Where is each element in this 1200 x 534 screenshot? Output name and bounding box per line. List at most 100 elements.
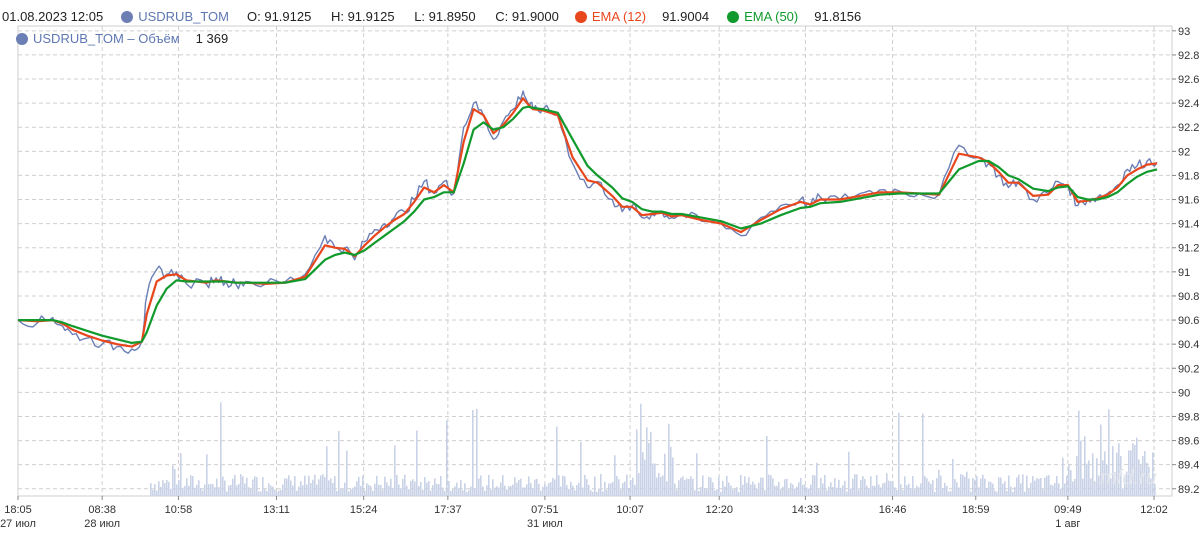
volume-bar [510, 486, 512, 496]
volume-bar [762, 477, 764, 496]
volume-bar [310, 483, 312, 496]
volume-bar [914, 489, 916, 496]
legend-datetime: 01.08.2023 12:05 [2, 9, 104, 24]
volume-bar [232, 478, 234, 496]
volume-bar [1092, 453, 1094, 496]
volume-bar [638, 473, 640, 496]
legend-ema50-label[interactable]: EMA (50) [744, 9, 799, 24]
volume-bar [464, 483, 466, 496]
volume-bar [568, 488, 570, 496]
volume-bar [700, 486, 702, 496]
volume-bar [542, 486, 544, 496]
volume-bar [420, 481, 422, 496]
volume-bar [422, 489, 424, 496]
y-tick-label: 90.2 [1178, 363, 1199, 375]
volume-bar [410, 480, 412, 496]
legend-ema12-label[interactable]: EMA (12) [591, 9, 647, 24]
volume-bar [362, 475, 364, 496]
volume-bar [764, 490, 766, 496]
legend-volume-value: 1 369 [195, 31, 229, 46]
volume-bar [214, 487, 216, 496]
volume-bar [488, 474, 490, 496]
y-tick-label: 92.4 [1178, 98, 1199, 110]
volume-bar [818, 489, 820, 496]
volume-bar [502, 475, 504, 496]
volume-bar [1032, 476, 1034, 496]
volume-bar [952, 458, 954, 496]
volume-bar [390, 478, 392, 496]
volume-bar [848, 451, 850, 496]
y-tick-label: 92.8 [1178, 50, 1199, 62]
volume-bar [610, 483, 612, 496]
y-tick-label: 90 [1178, 387, 1190, 399]
volume-bar [462, 490, 464, 496]
legend-symbol[interactable]: USDRUB_TOM [138, 9, 229, 24]
volume-bar [960, 474, 962, 496]
volume-bar [188, 485, 190, 496]
volume-bar [588, 484, 590, 496]
volume-bar [892, 481, 894, 496]
volume-bar [1002, 483, 1004, 496]
y-tick-label: 92.2 [1178, 122, 1199, 134]
volume-bar [916, 485, 918, 496]
volume-bar [622, 482, 624, 496]
volume-bar [262, 477, 264, 496]
volume-bar [838, 479, 840, 496]
volume-bar [442, 487, 444, 496]
volume-bar [498, 487, 500, 496]
volume-bar [1000, 477, 1002, 496]
volume-bar [372, 490, 374, 496]
volume-bar [844, 480, 846, 496]
volume-bar [704, 488, 706, 496]
volume-bar [484, 490, 486, 496]
volume-bar [474, 488, 476, 496]
legend: 01.08.2023 12:05 USDRUB_TOM O: 91.9125 H… [0, 0, 1200, 50]
volume-bar [540, 490, 542, 496]
volume-bar [1008, 475, 1010, 496]
x-tick-time: 10:58 [165, 504, 193, 516]
volume-bar [246, 477, 248, 496]
volume-bar [368, 484, 370, 496]
volume-bar [198, 480, 200, 496]
volume-bar [252, 479, 254, 496]
volume-bar [596, 491, 598, 496]
volume-bar [580, 442, 582, 496]
volume-bar [678, 480, 680, 496]
volume-bar [574, 490, 576, 496]
volume-bar [644, 459, 646, 496]
volume-bar [1054, 482, 1056, 496]
volume-bar [710, 477, 712, 496]
volume-bar [908, 483, 910, 496]
volume-bar [600, 474, 602, 496]
volume-bar [174, 468, 176, 496]
volume-bar [566, 485, 568, 496]
volume-bar [350, 488, 352, 496]
volume-bar [320, 475, 322, 496]
volume-bar [334, 476, 336, 496]
volume-bar [1096, 458, 1098, 496]
x-tick-time: 07:51 [531, 504, 559, 516]
legend-volume-label[interactable]: USDRUB_TOM – Объём [33, 31, 180, 46]
volume-bar [1106, 464, 1108, 496]
volume-bar [374, 483, 376, 496]
volume-bar [738, 491, 740, 496]
volume-bar [380, 484, 382, 496]
volume-bar [440, 476, 442, 496]
volume-bar [208, 484, 210, 496]
volume-bar [936, 478, 938, 496]
volume-bar [1038, 478, 1040, 496]
volume-bar [778, 481, 780, 496]
volume-bar [528, 476, 530, 496]
volume-bar [966, 471, 968, 496]
volume-bar [330, 478, 332, 496]
volume-bar [532, 487, 534, 496]
volume-bar [418, 485, 420, 496]
volume-bar [688, 479, 690, 496]
volume-bar [1104, 451, 1106, 496]
volume-bar [1078, 410, 1080, 496]
volume-bar [1040, 478, 1042, 496]
volume-bar [444, 491, 446, 496]
volume-bar [292, 485, 294, 496]
volume-bar [986, 488, 988, 496]
